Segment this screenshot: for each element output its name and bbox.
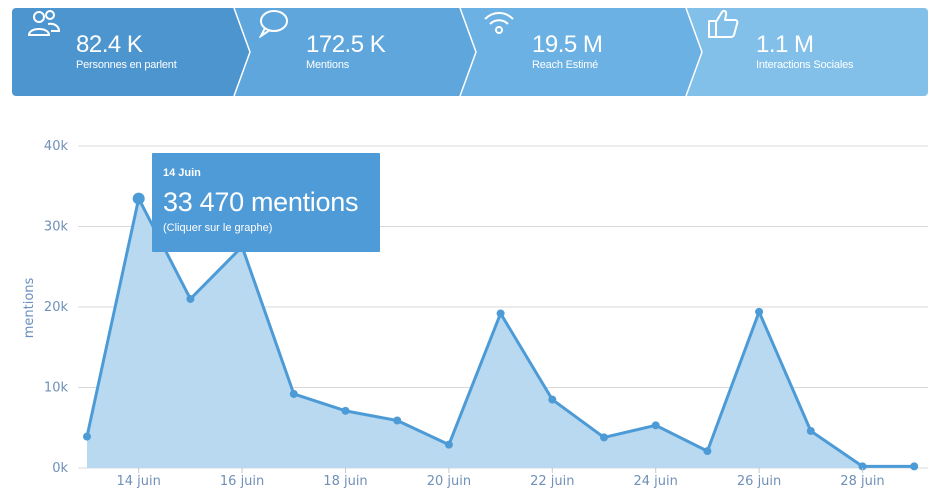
data-point[interactable] xyxy=(186,294,195,303)
data-point[interactable] xyxy=(83,432,91,441)
x-tick-label: 18 juin xyxy=(323,474,367,489)
x-tick-label: 16 juin xyxy=(220,474,264,489)
x-tick-label: 22 juin xyxy=(530,474,574,489)
kpi-banner-background xyxy=(12,8,928,96)
data-point[interactable] xyxy=(651,421,660,430)
kpi-value: 82.4 K xyxy=(76,31,143,58)
y-tick-label: 40k xyxy=(44,139,69,154)
data-point[interactable] xyxy=(496,309,505,318)
data-point-highlighted[interactable] xyxy=(132,192,145,205)
data-point[interactable] xyxy=(600,433,608,442)
y-tick-label: 0k xyxy=(52,461,68,476)
mentions-chart[interactable]: 0k 10k 20k 30k 40k mentions 14 juin 16 juin 18… xyxy=(0,110,941,503)
y-tick-label: 20k xyxy=(44,300,69,315)
speech-bubble-icon xyxy=(256,10,298,73)
kpi-segment-2-bg xyxy=(234,8,476,96)
data-point[interactable] xyxy=(444,440,453,449)
kpi-label: Reach Estimé xyxy=(532,59,599,71)
kpi-segment-3-bg xyxy=(460,8,702,96)
data-point[interactable] xyxy=(910,462,919,471)
y-axis-ticks: 0k 10k 20k 30k 40k xyxy=(44,139,69,476)
tooltip-hint: (Cliquer sur le graphe) xyxy=(163,222,273,234)
y-axis-label: mentions xyxy=(22,277,37,338)
data-point[interactable] xyxy=(858,462,867,471)
data-point[interactable] xyxy=(548,395,557,404)
kpi-label: Personnes en parlent xyxy=(76,59,177,71)
kpi-divider xyxy=(459,8,477,96)
kpi-divider xyxy=(233,8,251,96)
y-tick-label: 30k xyxy=(44,220,69,235)
data-point[interactable] xyxy=(755,307,764,316)
thumbs-up-icon xyxy=(706,10,748,73)
data-point[interactable] xyxy=(806,426,815,435)
data-point[interactable] xyxy=(703,447,712,456)
x-tick-label: 26 juin xyxy=(737,474,781,489)
tooltip-date: 14 Juin xyxy=(163,167,201,179)
kpi-divider xyxy=(685,8,703,96)
kpi-label: Mentions xyxy=(306,59,350,71)
chart-tooltip: 14 Juin 33 470 mentions (Cliquer sur le … xyxy=(152,153,380,252)
kpi-people: 82.4 K Personnes en parlent xyxy=(26,8,177,96)
kpi-reach: 19.5 M Reach Estimé xyxy=(482,8,603,96)
people-icon xyxy=(26,10,68,73)
x-tick-label: 14 juin xyxy=(117,474,161,489)
x-tick-label: 28 juin xyxy=(840,474,884,489)
kpi-segment-1-bg xyxy=(12,8,250,96)
kpi-value: 1.1 M xyxy=(756,31,814,58)
kpi-value: 19.5 M xyxy=(532,31,603,58)
x-tick-label: 20 juin xyxy=(427,474,471,489)
kpi-label: Interactions Sociales xyxy=(756,59,854,71)
kpi-interactions: 1.1 M Interactions Sociales xyxy=(706,8,854,96)
data-point[interactable] xyxy=(393,416,402,425)
kpi-value: 172.5 K xyxy=(306,31,386,58)
tooltip-value: 33 470 mentions xyxy=(163,187,359,217)
wifi-signal-icon xyxy=(482,12,524,73)
x-axis-ticks: 14 juin 16 juin 18 juin 20 juin 22 juin 24 ju… xyxy=(117,468,885,489)
data-point[interactable] xyxy=(289,389,298,398)
kpi-mentions: 172.5 K Mentions xyxy=(256,8,386,96)
data-point[interactable] xyxy=(341,406,350,415)
y-tick-label: 10k xyxy=(44,381,69,396)
kpi-banner: 82.4 K Personnes en parlent 172.5 K Ment… xyxy=(12,8,928,96)
kpi-segment-4-bg xyxy=(686,8,928,96)
x-tick-label: 24 juin xyxy=(634,474,678,489)
area-fill xyxy=(87,198,915,468)
